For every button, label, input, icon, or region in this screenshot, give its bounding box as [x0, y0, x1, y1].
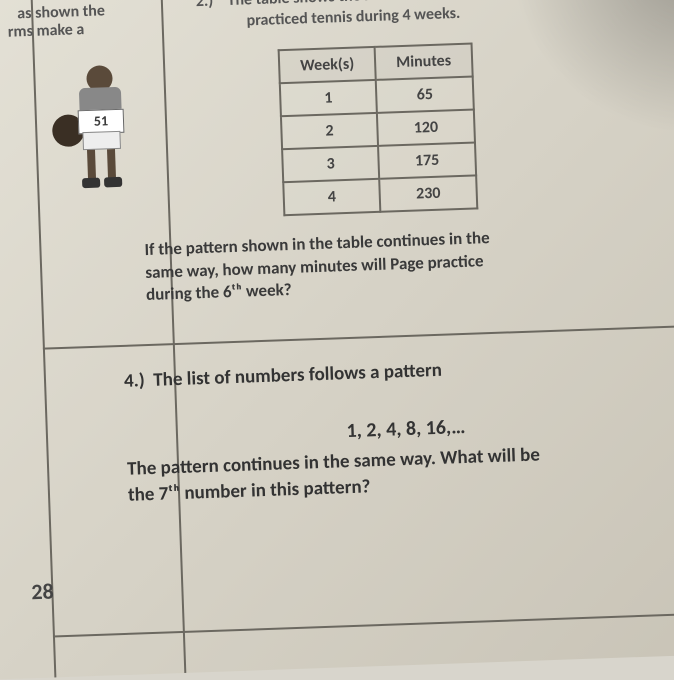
q2-number: 2.): [196, 0, 225, 13]
cell-week: 1: [280, 79, 377, 115]
question-4: 4.) The list of numbers follows a patter…: [124, 350, 674, 508]
cell-minutes: 120: [377, 109, 475, 145]
cell-week: 3: [282, 145, 379, 181]
row-divider-2: [53, 612, 674, 638]
cell-minutes: 65: [376, 76, 474, 112]
q2-prompt: 2.) The table shows the number of minute…: [196, 0, 647, 34]
cell-minutes: 175: [378, 142, 476, 178]
cell-week: 2: [281, 112, 378, 148]
cell-week: 4: [283, 178, 380, 214]
basketball-player-illustration: 51: [48, 64, 143, 207]
player-shoe-right: [104, 177, 122, 188]
cell-minutes: 230: [379, 175, 477, 211]
player-leg-right: [107, 149, 116, 179]
q4-prompt: 4.) The list of numbers follows a patter…: [124, 350, 674, 393]
player-leg-left: [87, 150, 96, 180]
q2-followup: If the pattern shown in the table contin…: [144, 221, 656, 308]
page-number: 28: [31, 577, 54, 605]
col-header-minutes: Minutes: [375, 43, 473, 79]
cropped-text-line-3: rms make a: [8, 20, 85, 42]
table-row: 4 230: [283, 175, 477, 215]
q4-prompt-text: The list of numbers follows a pattern: [153, 359, 442, 392]
col-header-weeks: Week(s): [279, 47, 376, 83]
q4-number: 4.): [124, 369, 145, 393]
row-divider-1: [43, 324, 674, 350]
player-shoe-left: [82, 178, 100, 189]
column-divider: [160, 0, 186, 673]
practice-minutes-table: Week(s) Minutes 1 65 2 120 3 175 4 230: [278, 42, 479, 216]
question-2: 2.) The table shows the number of minute…: [196, 0, 657, 305]
worksheet-page: …ball team as shown the rms make a 51 2.…: [0, 0, 674, 680]
player-shorts: [82, 131, 121, 150]
